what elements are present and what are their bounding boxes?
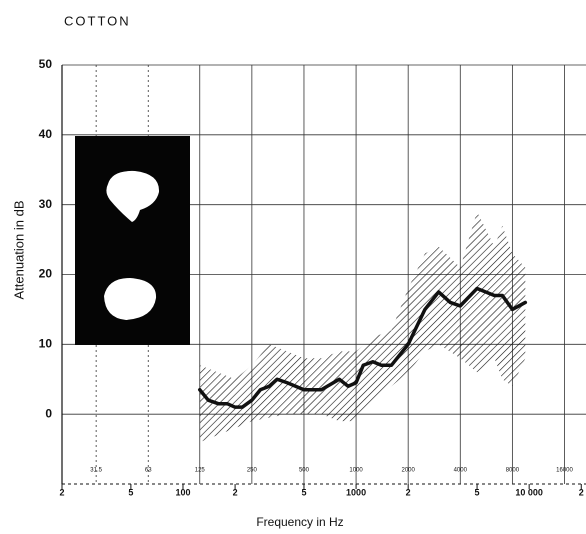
x-tick-label: 10 000	[515, 487, 543, 497]
x-tick-label: 2	[59, 487, 64, 497]
y-tick-label: 10	[39, 337, 53, 351]
range-band	[199, 211, 526, 443]
inset-photo	[75, 136, 190, 345]
y-tick-label: 50	[39, 57, 53, 71]
x-tick-label: 2	[579, 487, 584, 497]
x-tick-label: 2	[233, 487, 238, 497]
x-tick-label: 2	[406, 487, 411, 497]
x-tick-label: 5	[475, 487, 480, 497]
mean-line	[198, 286, 528, 409]
x-axis-label: Frequency in Hz	[256, 515, 343, 529]
earplug-top	[106, 170, 160, 222]
x-tick-label: 5	[301, 487, 306, 497]
y-tick-label: 30	[39, 197, 53, 211]
y-tick-label: 40	[39, 127, 53, 141]
y-tick-label: 0	[45, 406, 52, 420]
y-axis-label: Attenuation in dB	[11, 200, 26, 299]
x-tick-label: 1000	[346, 487, 366, 497]
x-tick-label: 100	[175, 487, 190, 497]
plot-area: 0102030405031.56312525050010002000400080…	[39, 57, 586, 497]
x-tick-label: 5	[128, 487, 133, 497]
earplug-bottom	[104, 278, 157, 320]
y-tick-label: 20	[39, 267, 53, 281]
chart-title: COTTON	[64, 13, 131, 28]
